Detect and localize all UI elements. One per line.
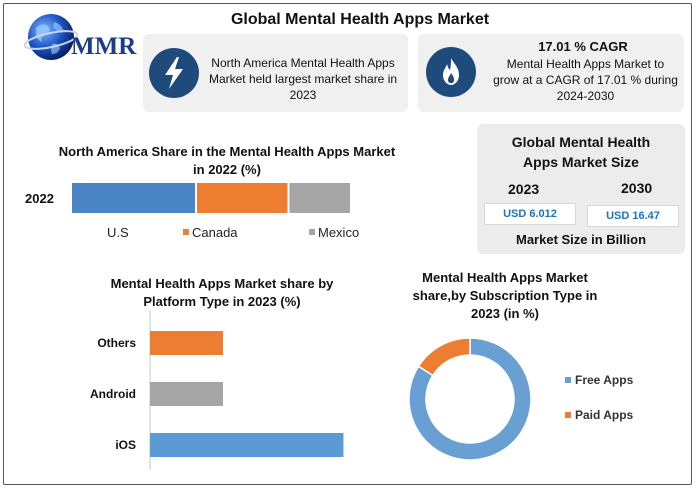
chart-subscription: Free Apps Paid Apps <box>408 337 634 461</box>
category-label: iOS <box>115 438 136 452</box>
bar-android <box>150 382 223 406</box>
value-2023-box: USD 6.012 <box>484 203 576 225</box>
globe-icon <box>24 14 78 60</box>
outer-frame <box>3 3 692 485</box>
value-2030-box: USD 16.47 <box>587 205 679 227</box>
info-card-cagr: 17.01 % CAGR Mental Health Apps Market t… <box>418 34 684 112</box>
legend-label: Free Apps <box>575 373 634 387</box>
legend-swatch <box>183 229 189 235</box>
chart-platform-title: Mental Health Apps Market share by Platf… <box>110 276 334 309</box>
cagr-heading: 17.01 % CAGR <box>538 39 628 54</box>
category-label: Android <box>90 387 136 401</box>
category-label-2022: 2022 <box>25 191 54 206</box>
chart-north-america: 2022 U.S Canada Mexico <box>25 183 359 240</box>
year-2030-label: 2030 <box>621 180 653 196</box>
legend-swatch <box>309 229 315 235</box>
logo-text: MMR <box>71 33 137 60</box>
bar-segment-canada <box>197 183 288 213</box>
info-card-text: Mental Health Apps Market to grow at a C… <box>493 57 678 103</box>
bar-segment-us <box>72 183 195 213</box>
bar-ios <box>150 433 344 457</box>
lightning-bolt-icon <box>165 57 183 89</box>
bar-segment-mexico <box>289 183 350 213</box>
page-title: Global Mental Health Apps Market <box>230 11 490 28</box>
chart-platform: Others Android iOS <box>90 310 344 470</box>
info-card-text: North America Mental Health Apps Market … <box>208 56 398 102</box>
donut-slice-paid-apps <box>417 337 471 377</box>
info-card-north-america: North America Mental Health Apps Market … <box>143 34 408 112</box>
icon-circle <box>149 48 199 98</box>
market-size-footer: Market Size in Billion <box>515 232 647 247</box>
chart-north-america-title: North America Share in the Mental Health… <box>58 144 396 177</box>
category-label: Others <box>97 336 136 350</box>
legend-label: Canada <box>192 225 238 240</box>
year-2023-label: 2023 <box>508 181 540 197</box>
donut-slice-free-apps <box>408 337 532 461</box>
legend-swatch <box>565 377 571 383</box>
chart-subscription-title: Mental Health Apps Market share,by Subsc… <box>412 270 598 321</box>
market-size-title: Global Mental Health Apps Market Size <box>511 134 651 170</box>
market-size-panel: Global Mental Health Apps Market Size 20… <box>477 124 685 254</box>
bar-others <box>150 331 223 355</box>
legend-label: Paid Apps <box>575 408 634 422</box>
mmr-logo: MMR <box>14 8 138 64</box>
icon-circle <box>426 47 476 97</box>
legend-swatch <box>565 412 571 418</box>
fire-icon <box>443 58 459 85</box>
legend-label: U.S <box>107 225 129 240</box>
legend-label: Mexico <box>318 225 359 240</box>
